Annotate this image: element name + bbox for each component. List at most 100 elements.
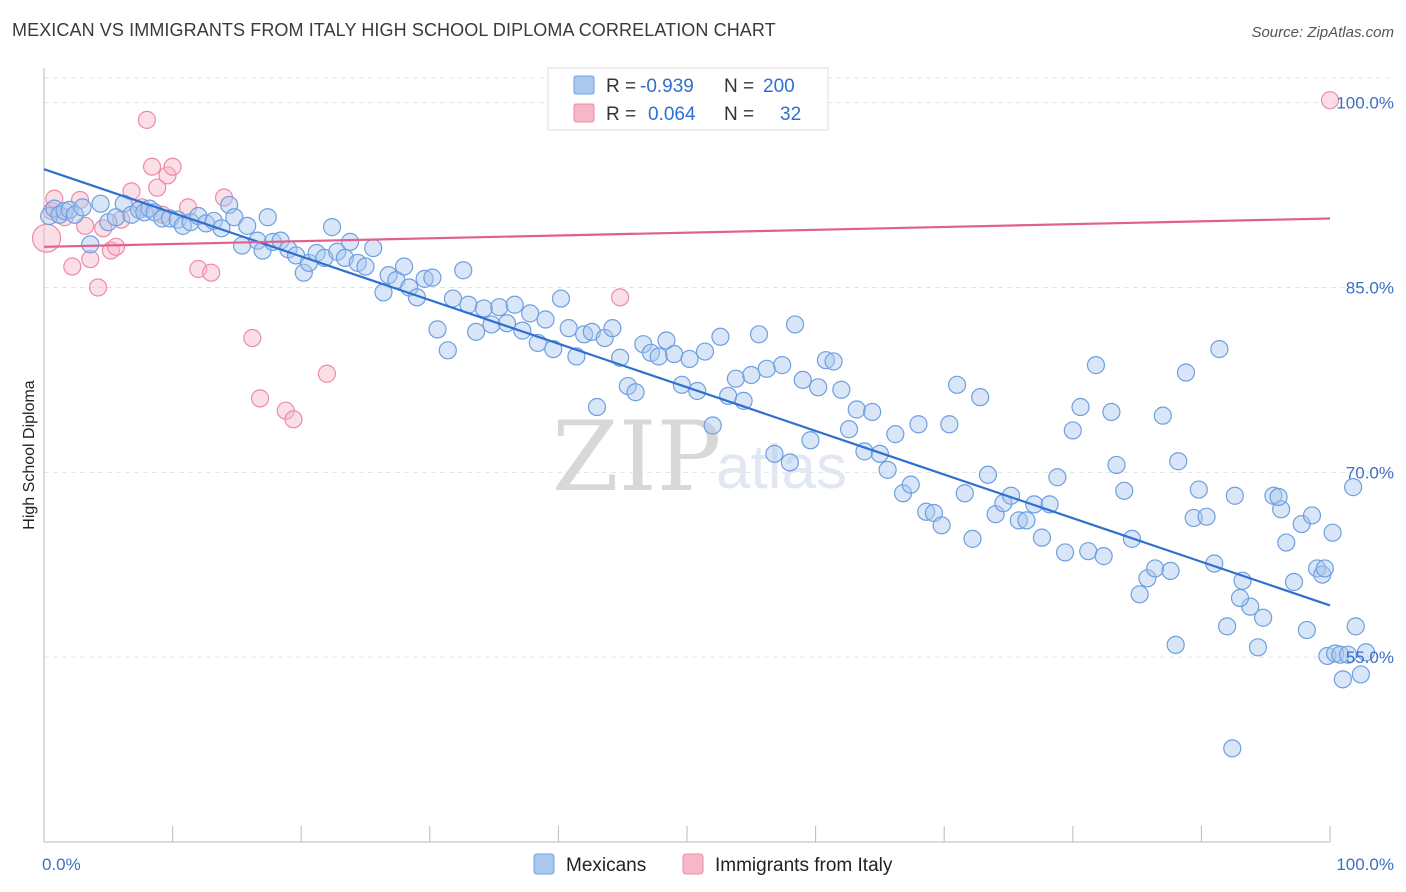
x-tick-labels: 0.0% 100.0% xyxy=(42,855,1394,874)
source-label: Source: ZipAtlas.com xyxy=(1251,24,1394,41)
mexican-point xyxy=(364,238,383,258)
legend-swatch-italy xyxy=(682,853,704,875)
italy-point xyxy=(142,157,162,176)
mexican-point xyxy=(1107,455,1126,475)
mexican-point xyxy=(780,453,799,472)
mexican-point xyxy=(1009,511,1028,530)
legend-r-label: R = xyxy=(606,76,636,97)
mexican-point xyxy=(340,232,360,251)
trend-lines xyxy=(43,168,1331,607)
mexican-point xyxy=(1130,585,1149,604)
mexican-point xyxy=(415,269,434,288)
mexican-point xyxy=(521,304,540,323)
legend-n-label: N = xyxy=(724,76,754,97)
mexican-point xyxy=(536,310,555,329)
legend-r-value: 0.064 xyxy=(648,104,696,125)
mexican-point xyxy=(1146,559,1165,578)
mexican-point xyxy=(1323,523,1342,542)
italy-point xyxy=(137,110,156,129)
mexican-point xyxy=(801,431,820,450)
mexican-point xyxy=(765,444,784,463)
mexican-point xyxy=(1297,620,1316,640)
italy-point xyxy=(63,257,82,276)
mexican-point xyxy=(955,484,974,503)
x-tick-label: 0.0% xyxy=(42,855,81,874)
mexican-point xyxy=(703,416,722,435)
italy-point xyxy=(76,216,95,235)
chart-title: MEXICAN VS IMMIGRANTS FROM ITALY HIGH SC… xyxy=(12,20,776,40)
mexican-point xyxy=(1176,363,1196,382)
mexican-point xyxy=(1277,533,1296,552)
mexican-point xyxy=(839,420,859,439)
y-tick-labels: 55.0% 70.0% 85.0% 100.0% xyxy=(1336,94,1394,668)
mexican-point xyxy=(680,349,699,369)
mexican-point xyxy=(917,502,936,521)
mexican-point xyxy=(1048,468,1067,487)
mexican-points xyxy=(40,194,1376,758)
mexican-point xyxy=(742,365,761,385)
mexican-point xyxy=(824,352,843,371)
mexican-point xyxy=(1269,487,1288,507)
mexican-point xyxy=(505,295,524,314)
mexican-point xyxy=(490,298,509,317)
mexican-point xyxy=(394,257,414,276)
watermark-zip: ZIP xyxy=(552,401,721,513)
mexican-point xyxy=(258,208,277,227)
mexican-point xyxy=(1184,508,1203,528)
mexican-point xyxy=(1302,506,1322,525)
mexican-point xyxy=(649,347,668,366)
mexican-point xyxy=(454,261,473,280)
mexican-point xyxy=(809,378,828,397)
mexican-point xyxy=(863,402,882,422)
series-legend: Mexicans Immigrants from Italy xyxy=(533,853,893,876)
mexican-point xyxy=(886,425,905,444)
mexican-point xyxy=(232,236,252,255)
italy-point xyxy=(1320,91,1340,110)
mexican-point xyxy=(65,205,84,224)
italy-point xyxy=(148,178,167,197)
mexican-point xyxy=(1166,635,1185,654)
mexican-point xyxy=(1218,617,1237,636)
mexican-point xyxy=(749,325,769,344)
mexican-point xyxy=(878,460,897,479)
legend-n-value: 200 xyxy=(763,76,795,97)
mexican-point xyxy=(1161,561,1180,581)
mexican-point xyxy=(1230,588,1250,608)
mexican-point xyxy=(428,320,447,339)
mexican-point xyxy=(595,328,614,348)
legend-label-italy: Immigrants from Italy xyxy=(715,855,893,876)
mexican-point xyxy=(1284,572,1304,592)
italy-point xyxy=(317,364,337,383)
mexican-point xyxy=(603,319,622,338)
mexican-trend-line xyxy=(43,168,1331,607)
mexican-point xyxy=(1197,507,1216,526)
mexican-point xyxy=(1344,478,1363,497)
mexican-point xyxy=(106,208,126,227)
mexican-point xyxy=(356,257,375,276)
mexican-point xyxy=(474,299,493,318)
legend-label-mexicans: Mexicans xyxy=(566,855,646,876)
mexican-point xyxy=(963,529,982,548)
mexican-point xyxy=(1063,421,1082,440)
mexican-point xyxy=(785,315,805,334)
italy-point xyxy=(81,250,100,269)
mexican-point xyxy=(551,289,571,308)
mexican-point xyxy=(932,516,951,535)
italy-point xyxy=(45,189,64,208)
watermark-atlas: atlas xyxy=(716,433,847,502)
mexican-point xyxy=(611,348,630,367)
mexican-point xyxy=(940,415,959,434)
axes xyxy=(43,68,1331,843)
mexican-point xyxy=(559,319,578,338)
mexican-point xyxy=(443,289,463,308)
mexican-point xyxy=(238,216,257,235)
mexican-point xyxy=(544,339,563,359)
y-tick-label: 70.0% xyxy=(1346,463,1394,482)
legend-r-label: R = xyxy=(606,104,636,125)
italy-point xyxy=(202,263,221,282)
mexican-point xyxy=(294,263,313,282)
mexican-point xyxy=(901,475,920,494)
mexican-point xyxy=(757,359,776,378)
mexican-point xyxy=(1086,356,1106,375)
